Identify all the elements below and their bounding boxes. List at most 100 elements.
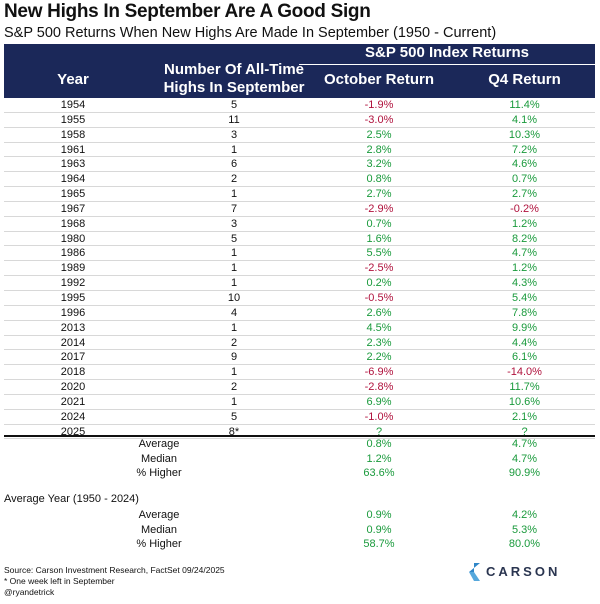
footer: Source: Carson Investment Research, Fact… — [4, 565, 225, 598]
cell-year: 1986 — [60, 247, 86, 260]
cell-num-highs: 5 — [230, 410, 238, 423]
table-row: 1989 1 -2.5% 1.2% — [4, 261, 595, 277]
header-october-return: October Return — [323, 71, 434, 88]
cell-october-return: 2.3% — [366, 336, 392, 349]
table-row: 1964 2 0.8% 0.7% — [4, 172, 595, 188]
cell-year: 2013 — [60, 321, 86, 334]
cell-year: 1963 — [60, 158, 86, 171]
cell-year: 1958 — [60, 128, 86, 141]
footer-note: * One week left in September — [4, 576, 115, 586]
cell-q4-return: ? — [521, 425, 528, 438]
cell-num-highs: 5 — [230, 232, 238, 245]
table-row: 2020 2 -2.8% 11.7% — [4, 380, 595, 395]
cell-year: 1961 — [60, 143, 86, 156]
summary-q4: 5.3% — [511, 523, 538, 536]
cell-num-highs: 1 — [230, 395, 238, 408]
table-row: 1961 1 2.8% 7.2% — [4, 143, 595, 158]
table-row: 1986 1 5.5% 4.7% — [4, 246, 595, 262]
table-row: 1954 5 -1.9% 11.4% — [4, 98, 595, 113]
cell-q4-return: 5.4% — [511, 291, 538, 304]
cell-num-highs: 2 — [230, 173, 238, 186]
cell-q4-return: 4.4% — [511, 336, 538, 349]
cell-year: 1989 — [60, 262, 86, 275]
summary-q4: 4.7% — [511, 452, 538, 465]
table-row: 1965 1 2.7% 2.7% — [4, 187, 595, 202]
cell-year: 1955 — [60, 113, 86, 126]
summary-october: 0.9% — [366, 523, 392, 536]
table-row: 2013 1 4.5% 9.9% — [4, 321, 595, 336]
cell-q4-return: 10.3% — [508, 128, 541, 141]
cell-num-highs: 6 — [230, 158, 238, 171]
summary-row: % Higher 58.7% 80.0% — [4, 537, 595, 552]
cell-num-highs: 1 — [230, 247, 238, 260]
cell-q4-return: 4.1% — [511, 113, 538, 126]
chart-subtitle: S&P 500 Returns When New Highs Are Made … — [4, 25, 497, 41]
logo-text: CARSON — [486, 564, 561, 579]
cell-num-highs: 1 — [230, 321, 238, 334]
cell-num-highs: 11 — [228, 113, 240, 126]
summary-label: Median — [140, 523, 178, 536]
cell-year: 2014 — [60, 336, 86, 349]
cell-october-return: -1.9% — [364, 99, 394, 111]
cell-year: 2017 — [60, 351, 86, 364]
cell-october-return: -2.8% — [364, 381, 394, 394]
cell-q4-return: 1.2% — [511, 262, 538, 275]
cell-num-highs: 10 — [227, 291, 241, 304]
summary-label: % Higher — [136, 467, 182, 479]
cell-year: 2018 — [60, 366, 86, 379]
cell-num-highs: 4 — [230, 306, 238, 319]
table-row: 2017 9 2.2% 6.1% — [4, 350, 595, 366]
summary-row: Median 1.2% 4.7% — [4, 452, 595, 467]
table-row: 2014 2 2.3% 4.4% — [4, 336, 595, 351]
table-body: 1954 5 -1.9% 11.4% 1955 11 -3.0% 4.1% 1958 3 2.5% 1… — [4, 98, 595, 440]
summary-row: Average 0.8% 4.7% — [4, 437, 595, 452]
summary-q4: 4.7% — [511, 438, 538, 450]
cell-num-highs: 1 — [230, 262, 238, 275]
cell-year: 1964 — [60, 173, 86, 186]
cell-num-highs: 2 — [230, 336, 238, 349]
cell-october-return: -3.0% — [364, 113, 394, 126]
header-group-label: S&P 500 Index Returns — [299, 44, 595, 65]
cell-year: 1968 — [60, 217, 86, 230]
cell-q4-return: 4.6% — [511, 158, 538, 171]
cell-q4-return: 0.7% — [511, 173, 538, 186]
summary-q4: 90.9% — [508, 467, 541, 479]
cell-year: 1965 — [60, 188, 86, 201]
cell-october-return: -6.9% — [364, 366, 394, 379]
cell-q4-return: 1.2% — [511, 217, 538, 230]
cell-october-return: 2.2% — [366, 351, 392, 364]
cell-num-highs: 3 — [230, 217, 238, 230]
cell-num-highs: 2 — [230, 381, 238, 394]
cell-num-highs: 5 — [230, 99, 238, 111]
cell-october-return: 0.7% — [366, 217, 392, 230]
summary-october: 58.7% — [363, 538, 395, 550]
cell-year: 2021 — [60, 395, 86, 408]
cell-year: 2020 — [60, 381, 86, 394]
cell-october-return: 0.8% — [366, 173, 392, 186]
table-row: 2021 1 6.9% 10.6% — [4, 395, 595, 410]
cell-october-return: -0.5% — [364, 291, 394, 304]
summary-label: Median — [140, 452, 178, 465]
cell-october-return: 2.8% — [366, 143, 392, 156]
chart-title: New Highs In September Are A Good Sign — [4, 1, 371, 22]
table-header: S&P 500 Index Returns Year Number Of All… — [4, 44, 595, 98]
cell-october-return: 3.2% — [366, 158, 392, 171]
cell-year: 2024 — [60, 410, 86, 423]
cell-q4-return: 6.1% — [511, 351, 538, 364]
summary-section: Average 0.8% 4.7% Median 1.2% 4.7% % Higher 63.… — [4, 437, 595, 481]
cell-num-highs: 3 — [230, 128, 238, 141]
table-row: 2024 5 -1.0% 2.1% — [4, 410, 595, 425]
cell-october-return: 4.5% — [366, 321, 392, 334]
footer-handle: @ryandetrick — [4, 587, 55, 597]
cell-q4-return: 9.9% — [511, 321, 538, 334]
cell-october-return: -2.9% — [364, 202, 394, 215]
cell-october-return: ? — [375, 425, 383, 438]
footer-source: Source: Carson Investment Research, Fact… — [4, 565, 225, 575]
cell-num-highs: 1 — [230, 188, 238, 201]
cell-year: 1967 — [60, 202, 86, 215]
cell-year: 1954 — [60, 99, 86, 111]
average-year-section: Average 0.9% 4.2% Median 0.9% 5.3% % Higher 58.… — [4, 508, 595, 552]
table-row: 1980 5 1.6% 8.2% — [4, 232, 595, 247]
cell-q4-return: -14.0% — [507, 366, 542, 379]
cell-q4-return: 7.8% — [511, 306, 538, 319]
